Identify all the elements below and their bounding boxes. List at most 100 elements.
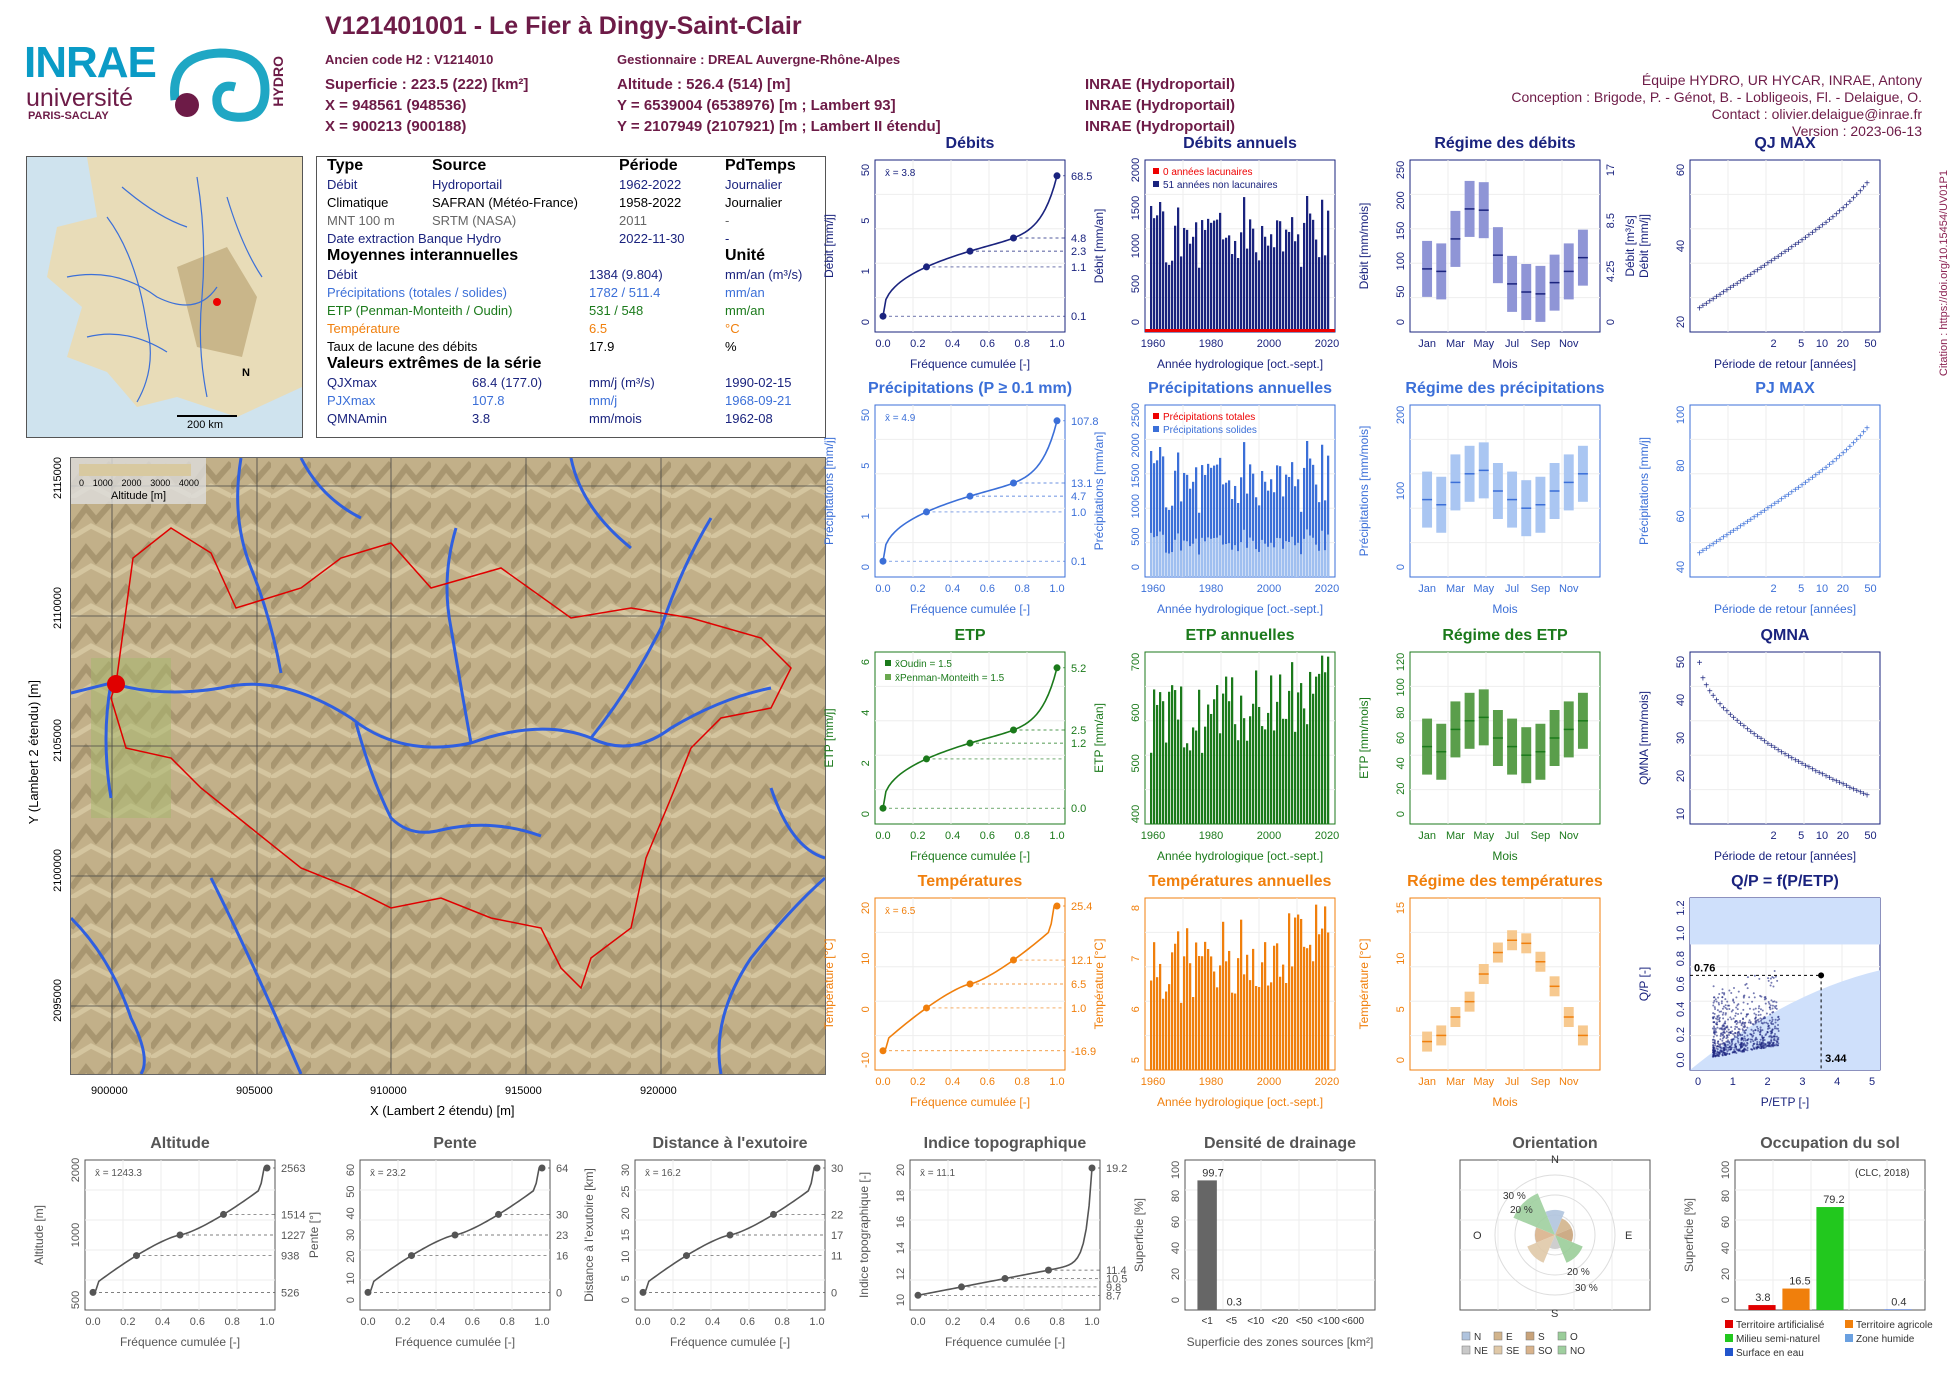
data-point — [1717, 1045, 1720, 1048]
data-point — [1712, 1055, 1715, 1058]
data-point: + — [1850, 194, 1856, 205]
plot-area — [1144, 159, 1336, 333]
data-point: + — [1803, 233, 1809, 244]
data-point — [1726, 1050, 1729, 1053]
data-point — [1772, 1041, 1775, 1044]
data-point — [1743, 1050, 1746, 1053]
data-point — [1721, 1024, 1724, 1027]
annual-bar — [1276, 465, 1279, 577]
data-point: + — [1850, 439, 1856, 450]
data-point — [1712, 1049, 1715, 1052]
annual-bar — [1213, 220, 1216, 332]
month-box — [1577, 229, 1588, 286]
data-point — [1775, 1043, 1778, 1046]
y-tick-label: -10 — [860, 1052, 872, 1068]
data-point — [1727, 1028, 1730, 1031]
annual-bar — [1201, 220, 1204, 332]
quantile-value-label: 10.5 — [1106, 1274, 1127, 1286]
data-point — [1771, 1028, 1774, 1031]
data-point — [1740, 1022, 1743, 1025]
ring-label: 20 % — [1510, 1205, 1533, 1216]
ring-label: 30 % — [1575, 1283, 1598, 1294]
data-point — [1744, 1048, 1747, 1051]
plot-area — [1144, 651, 1336, 825]
data-point: + — [1772, 743, 1778, 754]
y-tick-label: 8 — [1130, 905, 1142, 911]
data-point — [1724, 1053, 1727, 1056]
month-box — [1563, 701, 1574, 758]
data-point — [1727, 1004, 1730, 1007]
annual-bar — [1192, 997, 1195, 1070]
legend-swatch — [1461, 1331, 1471, 1341]
data-point — [1712, 1051, 1715, 1054]
data-point — [1762, 1044, 1765, 1047]
data-point: + — [1837, 451, 1843, 462]
data-point — [1732, 1033, 1735, 1036]
annual-bar — [1282, 251, 1285, 332]
y-axis-label: Distance à l'exutoire [km] — [582, 1168, 596, 1302]
x-tick-label: 0.8 — [1015, 583, 1030, 595]
annual-bar-solid — [1219, 535, 1222, 577]
data-point: + — [1775, 497, 1781, 508]
data-point — [1770, 1030, 1773, 1033]
annual-bar — [1243, 974, 1246, 1070]
category-tick-label: <600 — [1342, 1316, 1365, 1327]
moy-temp-value: 6.5 — [589, 321, 608, 336]
month-box — [1492, 942, 1503, 963]
y-tick-label: 100 — [1170, 1161, 1182, 1179]
quantile-value-label: 0 — [556, 1287, 562, 1299]
y-tick-label: 0.6 — [1675, 976, 1687, 991]
data-point — [1760, 1042, 1763, 1045]
data-point — [1740, 1041, 1743, 1044]
legend-swatch — [1845, 1334, 1853, 1342]
x-tick-label: 0.0 — [875, 830, 890, 842]
x-tick-label: 0.2 — [120, 1316, 135, 1328]
data-series-line — [367, 1167, 542, 1293]
universite-logo: université — [26, 84, 133, 112]
data-point: + — [1762, 737, 1768, 748]
data-point — [1741, 1049, 1744, 1052]
x-tick-label: 5 — [1798, 583, 1804, 595]
y-tick-label: 60 — [1675, 510, 1687, 522]
data-point — [1731, 1009, 1734, 1012]
x-tick-label: 50 — [1864, 830, 1876, 842]
data-point — [1771, 1036, 1774, 1039]
y-tick-label: 15 — [620, 1229, 632, 1241]
annual-bar — [1324, 255, 1327, 332]
data-point — [1757, 1007, 1760, 1010]
data-point — [1743, 1026, 1746, 1029]
data-point — [1715, 1052, 1718, 1055]
annual-bar — [1186, 229, 1189, 332]
data-point: + — [1755, 732, 1761, 743]
chart-title: Températures annuelles — [1149, 873, 1332, 890]
data-series-line — [917, 1167, 1093, 1297]
annual-bar — [1267, 712, 1270, 824]
x-tick-label: 0.2 — [910, 338, 925, 350]
data-point — [1764, 1034, 1767, 1037]
x-tick-label: 0.0 — [875, 338, 890, 350]
data-point: + — [1806, 231, 1812, 242]
source-2: INRAE (Hydroportail) — [1085, 97, 1235, 114]
data-point — [1754, 1029, 1757, 1032]
data-point — [1745, 982, 1748, 985]
annual-bar — [1303, 946, 1306, 1070]
data-point — [1728, 1052, 1731, 1055]
data-point — [1725, 1026, 1728, 1029]
legend-alt-1: 1000 — [92, 478, 113, 488]
data-point: + — [1844, 445, 1850, 456]
map-xlabel: X (Lambert 2 étendu) [m] — [370, 1103, 515, 1118]
data-point — [1742, 1049, 1745, 1052]
data-point: + — [1727, 283, 1733, 294]
y-tick-label: 5 — [1395, 1006, 1407, 1012]
data-point: + — [1823, 771, 1829, 782]
data-point — [1722, 1017, 1725, 1020]
annual-bar — [1291, 966, 1294, 1070]
quantile-value-label: 11 — [831, 1251, 842, 1263]
data-point — [1777, 1027, 1780, 1030]
x-tick-label: 20 — [1837, 830, 1849, 842]
data-point — [1739, 1019, 1742, 1022]
data-point: + — [1833, 209, 1839, 220]
data-point: + — [1830, 212, 1836, 223]
data-point: + — [1844, 200, 1850, 211]
annual-bar — [1168, 984, 1171, 1070]
